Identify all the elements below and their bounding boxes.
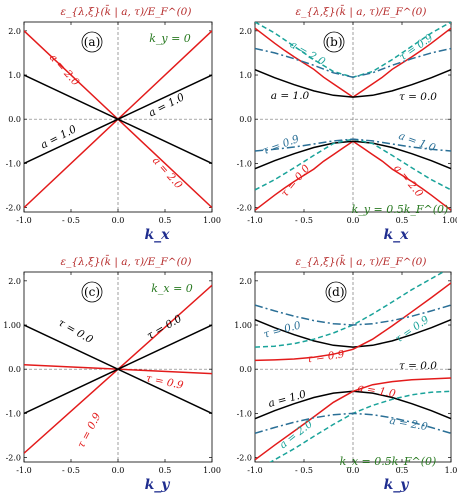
- curve-annotation: a = 1.0: [271, 90, 310, 102]
- series-line-teal-4: [255, 272, 445, 348]
- panel-label: (c): [84, 285, 100, 299]
- y-tick-label: 2.0: [8, 277, 21, 286]
- y-tick-label: 1.0: [239, 71, 252, 80]
- curve-annotation: τ = 0.0: [262, 319, 302, 341]
- x-tick-label: 1.00: [203, 216, 221, 225]
- x-tick-label: -1.0: [16, 216, 31, 225]
- y-tick-label: 2.0: [8, 27, 21, 36]
- panel-label-circle: [325, 281, 347, 303]
- series-line-red-3: [255, 377, 451, 461]
- series-line-blue_dashdot-7: [255, 138, 451, 152]
- curve-annotation: τ = 0.0: [279, 162, 313, 199]
- y-tick-label: -1.0: [237, 409, 252, 418]
- curve-annotation: τ = 0.9: [75, 411, 104, 450]
- y-tick-label: -2.0: [237, 204, 252, 213]
- series-line-black-3: [24, 74, 212, 165]
- y-tick-label: 1.00: [3, 321, 21, 330]
- y-tick-label: -2.0: [6, 204, 21, 213]
- curve-annotation: a = 1.0: [357, 382, 397, 401]
- y-axis-label: ε_{λ,ξ}(k̄ | a, τ)/E_F^(0): [61, 5, 192, 19]
- x-tick-label: 0.0: [347, 216, 360, 225]
- panel-label-circle: [81, 281, 103, 303]
- panel-c: 2.0 1.00 0.0 -1.0 -2.0 -1.0 - 0.5 0.0 0.5 1.00 ε_{…: [3, 255, 221, 493]
- x-tick-label: 1.00: [442, 216, 457, 225]
- x-tick-label: 0.5: [396, 216, 409, 225]
- panel-label-circle: [323, 31, 345, 53]
- x-axis-label: k_y: [384, 477, 410, 493]
- x-tick-label: 0.5: [396, 466, 409, 475]
- curve-annotation: a = 2.0: [277, 418, 315, 451]
- curve-annotation: τ = 0.0: [145, 313, 184, 343]
- x-tick-label: 0.0: [112, 466, 125, 475]
- y-tick-label: -1.0: [6, 409, 21, 418]
- x-tick-label: - 0.5: [62, 216, 80, 225]
- y-tick-label: 0.0: [8, 115, 21, 124]
- y-tick-label: 1.00: [234, 321, 252, 330]
- y-tick-label: -2.0: [6, 454, 21, 463]
- panel-label: (a): [84, 35, 101, 49]
- x-axis-label: k_x: [144, 227, 170, 243]
- x-tick-label: 1.0: [445, 466, 457, 475]
- curve-annotation: τ = 0.9: [397, 32, 435, 64]
- y-tick-label: -2.0: [237, 454, 252, 463]
- x-tick-label: 0.5: [159, 216, 172, 225]
- curve-annotation: τ = 0.0: [399, 360, 437, 372]
- curve-annotation: a = 2.0: [391, 162, 425, 199]
- curve-annotation: a = 2.0: [47, 52, 82, 89]
- curve-annotation: τ = 0.9: [145, 372, 185, 392]
- series-line-blue_dashdot-7: [255, 412, 451, 435]
- curve-annotation: τ = 0.0: [399, 91, 437, 103]
- curve-annotation: τ = 0.0: [56, 317, 95, 347]
- x-tick-label: 0.5: [159, 466, 172, 475]
- y-tick-label: -1.0: [237, 159, 252, 168]
- y-tick-label: 2.0: [239, 27, 252, 36]
- y-tick-label: 0.0: [239, 365, 252, 374]
- y-axis-label: ε_{λ,ξ}(k̄ | a, τ)/E_F^(0): [61, 255, 192, 269]
- panel-condition: k_y = 0: [149, 32, 191, 45]
- panel-label: (b): [325, 35, 342, 49]
- y-tick-label: 0.0: [8, 365, 21, 374]
- x-tick-label: -1.0: [16, 466, 31, 475]
- x-axis-label: k_x: [383, 227, 409, 243]
- x-tick-label: - 0.5: [295, 216, 313, 225]
- y-tick-label: 2.0: [239, 277, 252, 286]
- y-axis-label: ε_{λ,ξ}(k̄ | a, τ)/E_F^(0): [296, 255, 427, 269]
- series-line-black-2: [255, 69, 451, 98]
- panel-condition: k_x = 0.5k_F^(0): [340, 455, 437, 468]
- x-tick-label: - 0.5: [295, 466, 313, 475]
- x-tick-label: -1.0: [247, 466, 262, 475]
- x-tick-label: 0.0: [347, 466, 360, 475]
- panel-a: 2.0 1.0 0.0 -1.0 -2.0 -1.0 - 0.5 0.0 0.5 1.00 ε_{λ…: [6, 5, 221, 243]
- y-tick-label: 1.0: [8, 71, 21, 80]
- panel-label-circle: [81, 31, 103, 53]
- curve-annotation: a = 1.0: [147, 91, 187, 119]
- panel-label: (d): [327, 285, 344, 299]
- x-tick-label: 1.00: [203, 466, 221, 475]
- panel-condition: k_x = 0: [151, 282, 193, 295]
- panel-condition: k_y = 0.5k_F^(0): [352, 203, 449, 216]
- panel-b: 2.0 1.0 0.0 -1.0 -2.0 -1.0 - 0.5 0.0 0.5 1.00 ε_{λ…: [237, 5, 457, 243]
- x-tick-label: 0.0: [112, 216, 125, 225]
- x-tick-label: -1.0: [247, 216, 262, 225]
- series-line-teal-5: [255, 138, 451, 191]
- y-tick-label: 0.0: [239, 115, 252, 124]
- y-axis-label: ε_{λ,ξ}(k̄ | a, τ)/E_F^(0): [296, 5, 427, 19]
- series-line-black-0: [255, 319, 451, 348]
- series-line-blue_dashdot-6: [255, 47, 451, 78]
- curve-annotation: a = 2.0: [150, 155, 185, 192]
- series-line-red-2: [255, 282, 451, 362]
- panel-d: 2.0 1.00 0.0 -1.0 -2.0 -1.0 - 0.5 0.0 0.5 1.0 ε_{λ…: [234, 255, 457, 493]
- curve-annotation: a = 2.0: [389, 415, 429, 434]
- series-line-black-3: [255, 140, 451, 170]
- y-tick-label: -1.0: [6, 159, 21, 168]
- series-line-black-3: [24, 324, 212, 415]
- x-axis-label: k_y: [145, 477, 171, 493]
- x-tick-label: - 0.5: [62, 466, 80, 475]
- series-line-blue_dashdot-6: [255, 304, 451, 326]
- curve-annotation: τ = 0.9: [306, 348, 346, 365]
